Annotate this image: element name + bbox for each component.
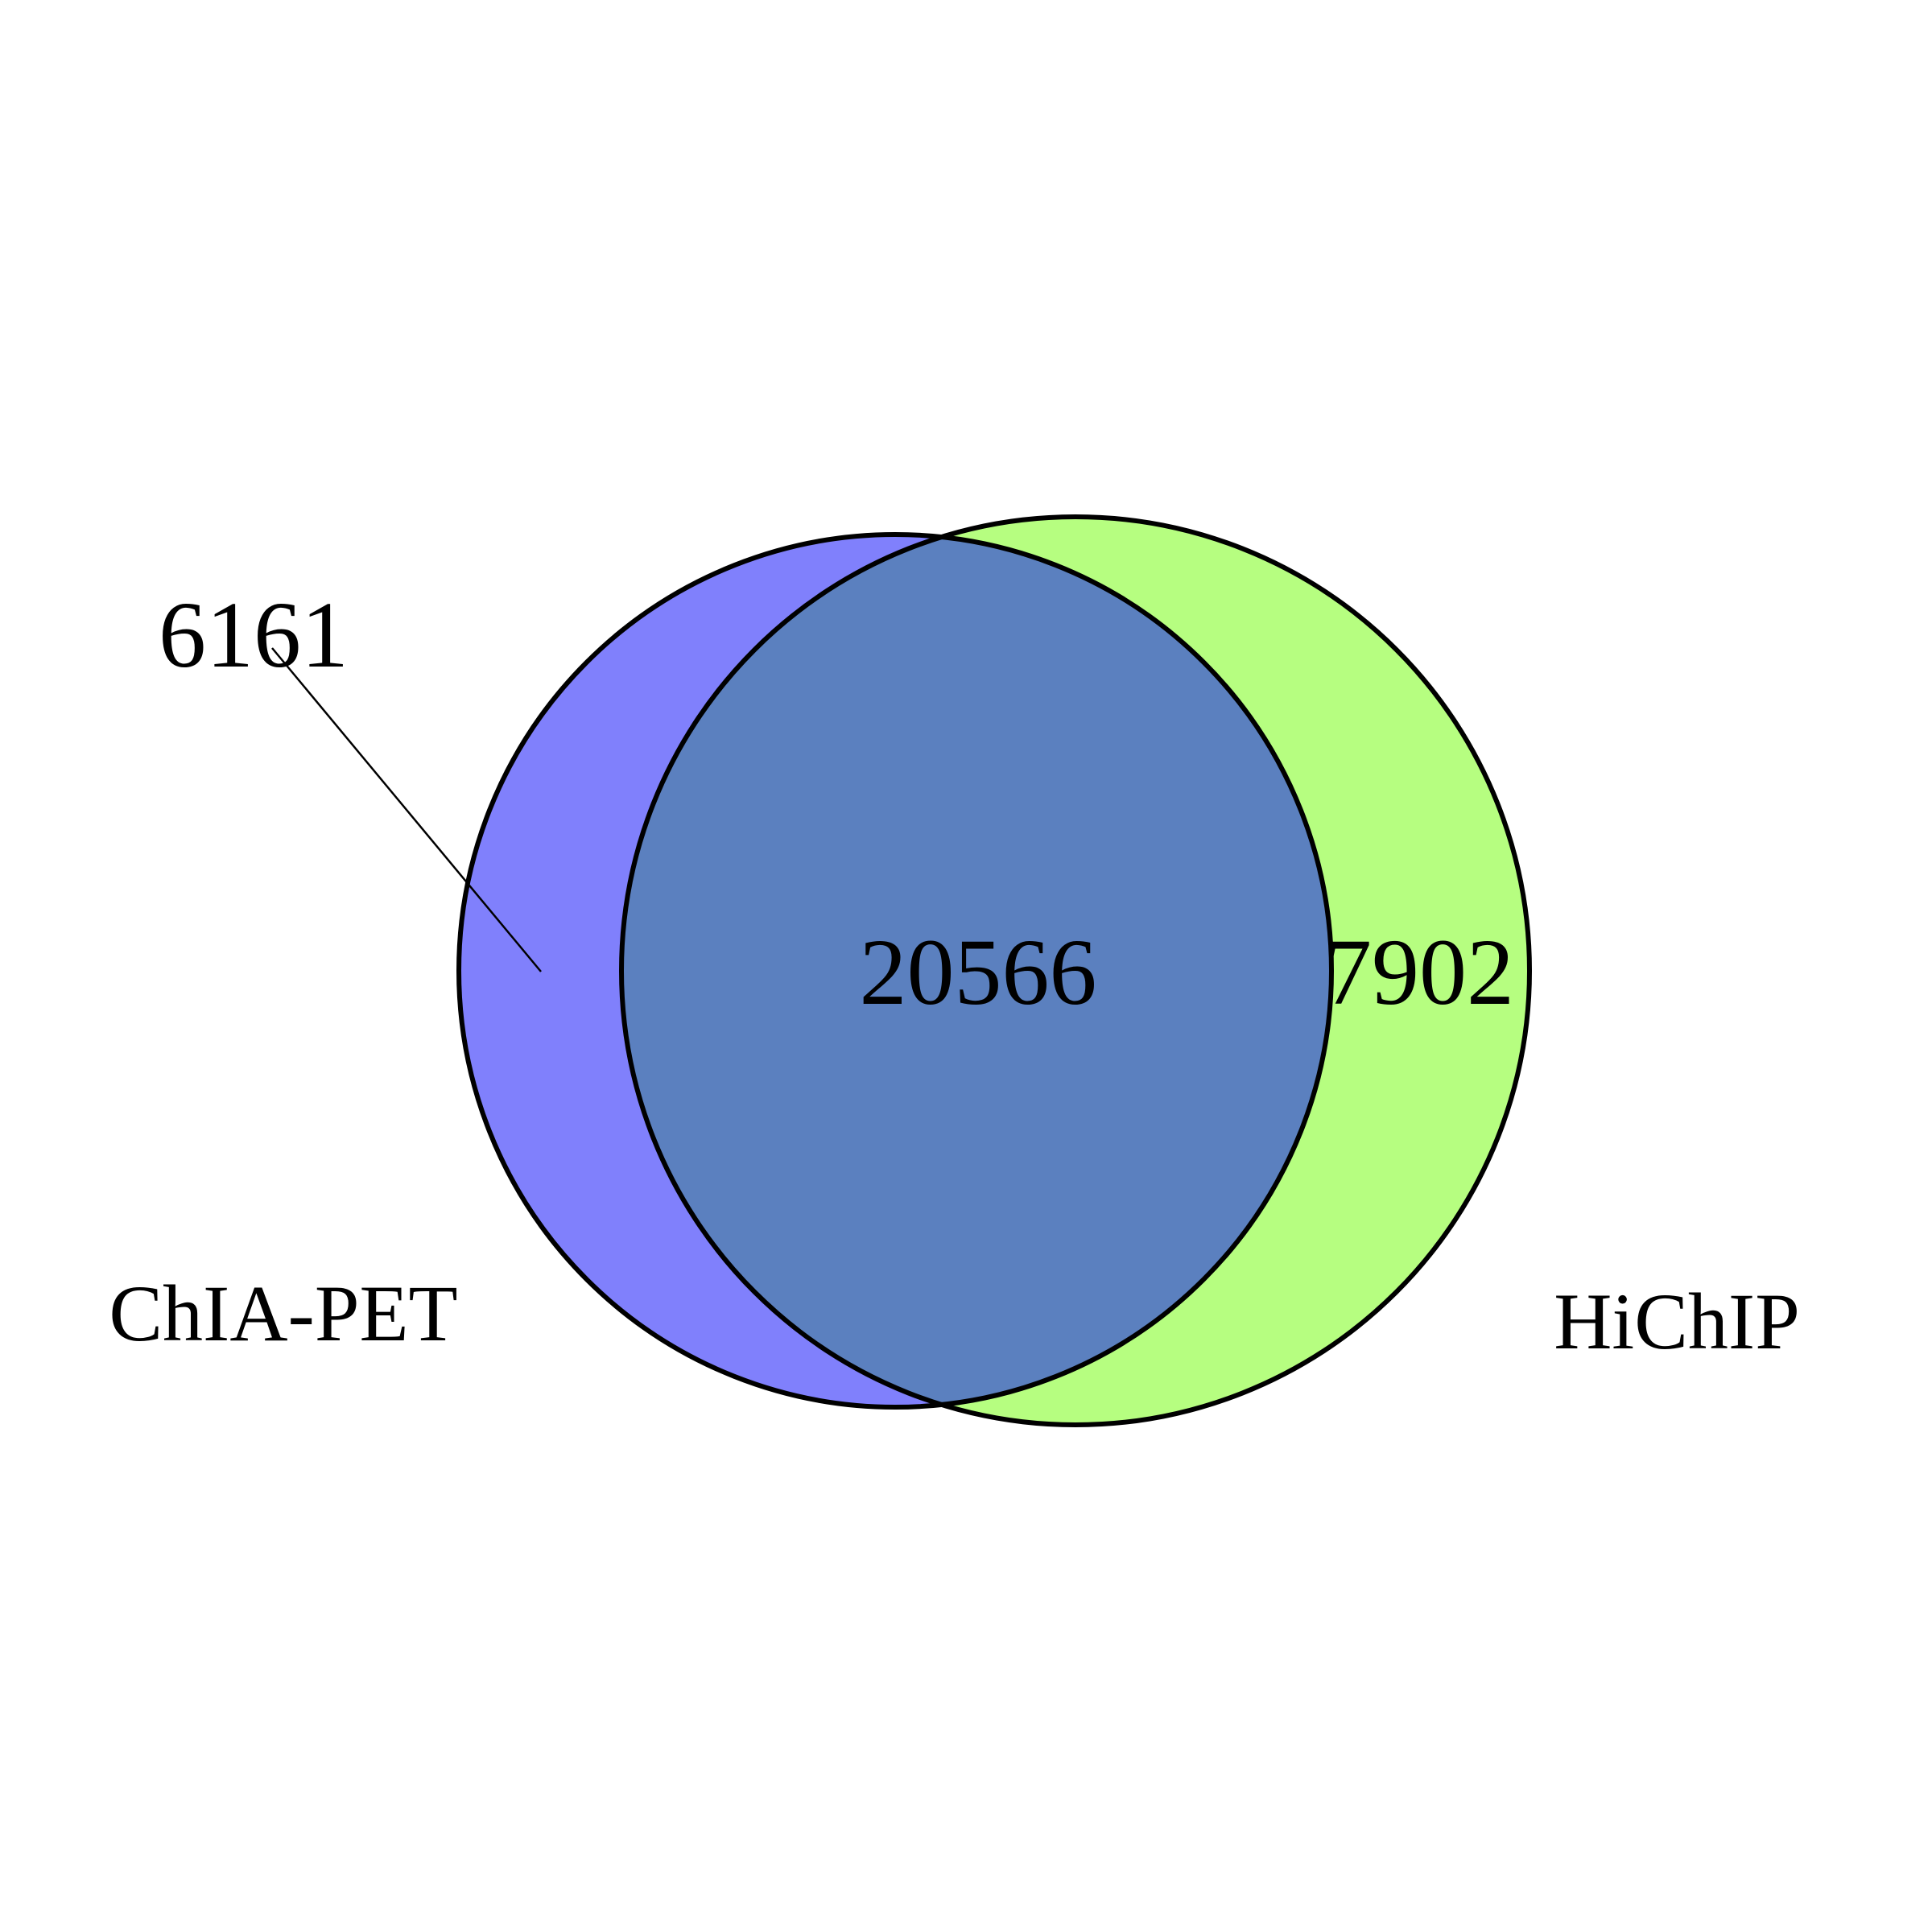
intersection-count: 20566: [860, 919, 1097, 1025]
set-b-outline: [619, 514, 1532, 1427]
set-b-only-count: 7902: [1324, 919, 1514, 1025]
set-b-label: HiChIP: [1554, 1277, 1800, 1366]
set-a-count-leader: [271, 647, 542, 972]
set-a-only-count: 6161: [159, 582, 349, 687]
set-a-outline: [456, 532, 1334, 1410]
set-a-label: ChIA-PET: [109, 1269, 457, 1358]
